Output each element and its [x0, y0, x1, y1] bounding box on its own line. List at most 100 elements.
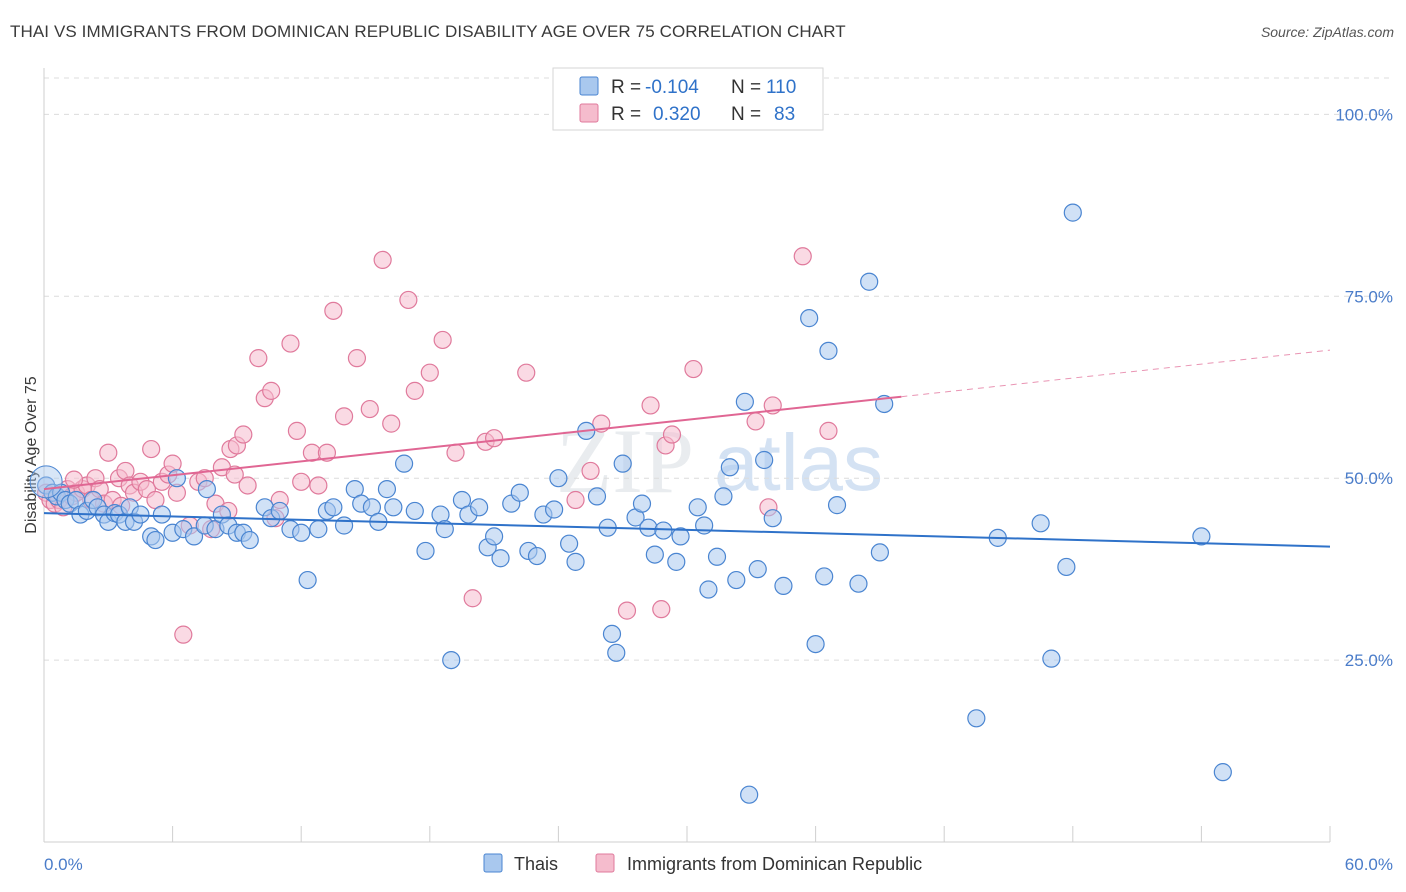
y-tick-labels: 25.0% 50.0% 75.0% 100.0% — [1335, 105, 1393, 670]
dominican-point-39 — [249, 349, 268, 368]
gridlines — [44, 77, 1392, 661]
thais-point-42 — [324, 498, 343, 517]
dominican-point-45 — [292, 472, 311, 491]
dominican-trend-extension — [901, 349, 1331, 398]
thais-point-98 — [806, 634, 825, 654]
thais-point-88 — [714, 487, 733, 506]
thais-point-51 — [405, 501, 424, 521]
thais-point-55 — [442, 650, 461, 670]
thais-point-104 — [870, 543, 890, 562]
thais-point-49 — [384, 498, 403, 517]
thais-point-99 — [815, 567, 834, 586]
thais-point-89 — [720, 458, 739, 477]
thais-point-97 — [800, 309, 819, 328]
y-tick-label-0: 25.0% — [1345, 651, 1393, 670]
x-tick-max: 60.0% — [1345, 855, 1393, 874]
thais-point-43 — [334, 516, 354, 535]
thais-point-27 — [197, 480, 216, 499]
dominican-point-35 — [225, 465, 244, 484]
y-axis-label: Disability Age Over 75 — [23, 376, 40, 534]
legend-n-label-2: N = — [731, 104, 761, 125]
bottom-legend-swatch-dominican — [595, 853, 615, 873]
legend-r-value-2: 0.320 — [653, 104, 701, 125]
thais-point-72 — [587, 487, 607, 506]
thais-point-94 — [755, 450, 774, 470]
dominican-point-14 — [99, 443, 118, 462]
legend-r-value-1: -0.104 — [645, 77, 699, 98]
dominican-point-77 — [819, 421, 838, 440]
thais-point-83 — [671, 527, 690, 546]
correlation-legend: R = -0.104 N = 110 R = 0.320 N = 83 — [552, 67, 824, 131]
dominican-point-63 — [517, 363, 536, 382]
dominican-point-68 — [641, 396, 660, 415]
thais-point-111 — [1063, 203, 1082, 222]
thais-point-54 — [435, 520, 454, 539]
dominican-point-27 — [174, 625, 193, 644]
dominican-point-48 — [317, 443, 337, 462]
dominican-point-53 — [373, 250, 392, 270]
dominican-point-59 — [446, 443, 465, 462]
dominican-point-56 — [405, 381, 424, 400]
dominican-point-62 — [485, 429, 504, 448]
thais-point-70 — [566, 552, 585, 571]
dominican-point-72 — [684, 359, 703, 379]
thais-point-90 — [727, 570, 746, 590]
thais-point-21 — [152, 505, 171, 524]
thais-point-cluster — [29, 465, 63, 499]
y-tick-label-1: 50.0% — [1345, 469, 1393, 488]
dominican-point-69 — [652, 600, 671, 619]
dominican-point-58 — [433, 330, 452, 350]
thais-point-69 — [560, 534, 579, 553]
thais-point-80 — [645, 545, 664, 564]
chart-title: THAI VS IMMIGRANTS FROM DOMINICAN REPUBL… — [10, 22, 846, 41]
source-label: Source: ZipAtlas.com — [1260, 24, 1394, 40]
dominican-point-60 — [463, 589, 482, 608]
thais-trend-line — [43, 512, 1331, 548]
thais-point-25 — [184, 527, 204, 546]
thais-point-67 — [545, 500, 564, 519]
dominican-point-47 — [309, 476, 328, 495]
thais-point-100 — [819, 341, 838, 360]
thais-point-33 — [240, 530, 259, 550]
dominican-point-22 — [142, 439, 161, 459]
dominican-point-76 — [793, 247, 812, 266]
trend-lines — [43, 349, 1331, 548]
axes — [43, 68, 1331, 843]
legend-swatch-dominican — [579, 103, 599, 123]
thais-point-36 — [270, 501, 289, 521]
thais-point-91 — [735, 392, 754, 411]
dominican-point-51 — [347, 349, 367, 368]
thais-point-75 — [607, 643, 626, 662]
dominican-point-71 — [662, 425, 682, 444]
thais-point-23 — [167, 469, 186, 488]
dominican-point-49 — [324, 301, 343, 320]
dominican-point-37 — [234, 425, 253, 444]
dominican-point-57 — [420, 363, 439, 382]
dominican-point-67 — [617, 601, 637, 620]
thais-point-103 — [860, 272, 879, 291]
thais-point-76 — [613, 454, 632, 473]
thais-point-63 — [510, 483, 529, 502]
thais-point-102 — [849, 574, 868, 593]
dominican-point-43 — [281, 334, 300, 353]
thais-point-96 — [774, 576, 793, 595]
dominican-point-73 — [746, 412, 765, 431]
thais-point-93 — [748, 560, 767, 579]
thais-point-101 — [827, 496, 847, 515]
dominican-point-50 — [334, 407, 354, 426]
watermark-atlas: atlas — [714, 418, 883, 507]
legend-swatch-thais — [579, 76, 599, 96]
thais-point-110 — [1057, 557, 1076, 577]
thais-point-84 — [688, 498, 707, 517]
series-legend: Thais Immigrants from Dominican Republic — [483, 853, 922, 874]
dominican-point-38 — [238, 476, 257, 495]
legend-r-label-1: R = — [611, 77, 641, 98]
thais-point-58 — [469, 498, 489, 517]
dominican-point-65 — [581, 461, 600, 481]
thais-point-20 — [146, 530, 165, 550]
thais-point-92 — [740, 785, 759, 804]
y-tick-label-2: 75.0% — [1345, 287, 1393, 306]
thais-point-106 — [967, 709, 986, 728]
thais-point-108 — [1031, 514, 1050, 533]
dominican-trend-line — [43, 395, 902, 491]
